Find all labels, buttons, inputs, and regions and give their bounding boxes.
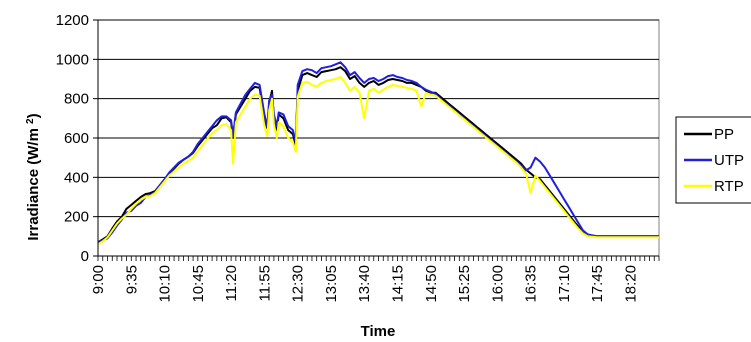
legend: PP UTP RTP <box>675 116 751 204</box>
legend-label-utp: UTP <box>714 152 744 169</box>
x-tick-label: 16:35 <box>523 265 540 303</box>
y-tick-label: 1200 <box>56 12 89 29</box>
x-tick-label: 11:20 <box>223 265 240 301</box>
x-tick-label: 10:10 <box>157 265 174 303</box>
y-axis-title-main: Irradiance (W/m <box>25 124 42 241</box>
x-tick-label: 14:50 <box>423 265 440 303</box>
x-axis-minor-ticks <box>97 256 660 261</box>
series-lines <box>97 61 659 246</box>
y-tick-label: 400 <box>64 169 89 186</box>
x-tick-label: 9:35 <box>123 265 140 294</box>
x-axis-ticks: 9:00 9:35 10:10 10:45 11:20 11:55 12:30 13:05 13… <box>90 265 639 303</box>
x-tick-label: 14:15 <box>390 265 407 303</box>
y-tick-label: 1000 <box>56 51 89 68</box>
x-axis-title: Time <box>361 323 396 340</box>
y-tick-label: 800 <box>64 91 89 108</box>
y-tick-label: 600 <box>64 130 89 147</box>
x-tick-label: 10:45 <box>190 265 207 303</box>
series-line-rtp <box>97 76 659 246</box>
x-tick-label: 12:30 <box>290 265 307 303</box>
y-axis-ticks: 0 200 400 600 800 1000 1200 <box>56 12 98 265</box>
x-tick-label: 13:40 <box>356 265 373 303</box>
x-tick-label: 18:20 <box>622 265 639 303</box>
y-axis-title-end: ) <box>25 113 42 118</box>
x-tick-label: 9:00 <box>90 265 107 294</box>
y-tick-label: 200 <box>64 209 89 226</box>
legend-label-pp: PP <box>714 126 734 143</box>
y-axis-title: Irradiance (W/m 2) <box>25 113 43 240</box>
y-tick-label: 0 <box>81 248 89 265</box>
gridlines <box>98 19 659 218</box>
x-tick-label: 15:25 <box>456 265 473 303</box>
x-tick-label: 13:05 <box>323 265 340 303</box>
x-tick-label: 17:45 <box>589 265 606 303</box>
legend-label-rtp: RTP <box>714 178 744 195</box>
y-axis-title-sup: 2 <box>25 118 36 124</box>
x-tick-label: 16:00 <box>489 265 506 303</box>
x-tick-label: 11:55 <box>256 265 273 301</box>
x-tick-label: 17:10 <box>556 265 573 303</box>
